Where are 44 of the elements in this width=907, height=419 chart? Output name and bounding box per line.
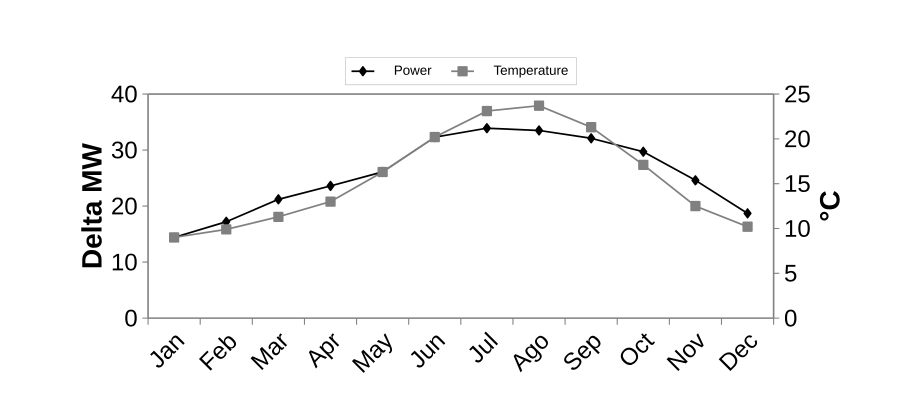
x-tick-label: Mar — [250, 333, 288, 370]
point — [742, 222, 753, 232]
y2-tick-label: 0 — [784, 310, 796, 327]
y2-tick-label: 20 — [785, 130, 810, 148]
y-axis-title: Delta MW — [81, 143, 102, 268]
x-tick-label: Feb — [198, 336, 236, 371]
legend-label: Power — [394, 66, 432, 76]
y-tick-label: 10 — [112, 254, 137, 271]
point — [534, 125, 544, 136]
point — [274, 194, 282, 205]
point — [534, 100, 544, 111]
y-tick-label: 30 — [112, 142, 137, 159]
point — [638, 160, 648, 170]
point — [587, 133, 596, 144]
point — [273, 212, 284, 222]
point — [690, 201, 701, 212]
point — [743, 208, 752, 219]
point — [326, 180, 335, 192]
x-tick-label: Ago — [514, 336, 548, 372]
y2-tick-label: 10 — [786, 220, 810, 238]
x-tick-label: Nov — [666, 333, 704, 372]
legend-label: Temperature — [494, 66, 568, 78]
point — [325, 196, 336, 207]
point — [586, 122, 596, 132]
x-tick-label: Oct — [620, 333, 655, 366]
x-tick-label: Jan — [150, 336, 185, 368]
y-tick-label: 20 — [112, 198, 137, 215]
point — [482, 123, 491, 134]
y2-tick-label: 25 — [785, 86, 810, 103]
y-tick-label: 0 — [125, 310, 137, 327]
point — [221, 224, 232, 235]
x-tick-label: Jun — [410, 336, 446, 368]
point — [482, 106, 492, 116]
x-tick-label: Jul — [469, 332, 498, 363]
y2-axis-title: °C — [820, 191, 840, 221]
y2-tick-label: 15 — [786, 175, 810, 192]
x-tick-label: Apr — [308, 333, 340, 369]
x-tick-label: Sep — [564, 336, 601, 370]
y-tick-label: 40 — [112, 86, 137, 103]
x-tick-label: Dec — [718, 335, 758, 372]
x-tick-label: May — [352, 333, 392, 373]
point — [691, 175, 700, 186]
point — [639, 146, 648, 157]
y2-tick-label: 5 — [784, 265, 796, 282]
